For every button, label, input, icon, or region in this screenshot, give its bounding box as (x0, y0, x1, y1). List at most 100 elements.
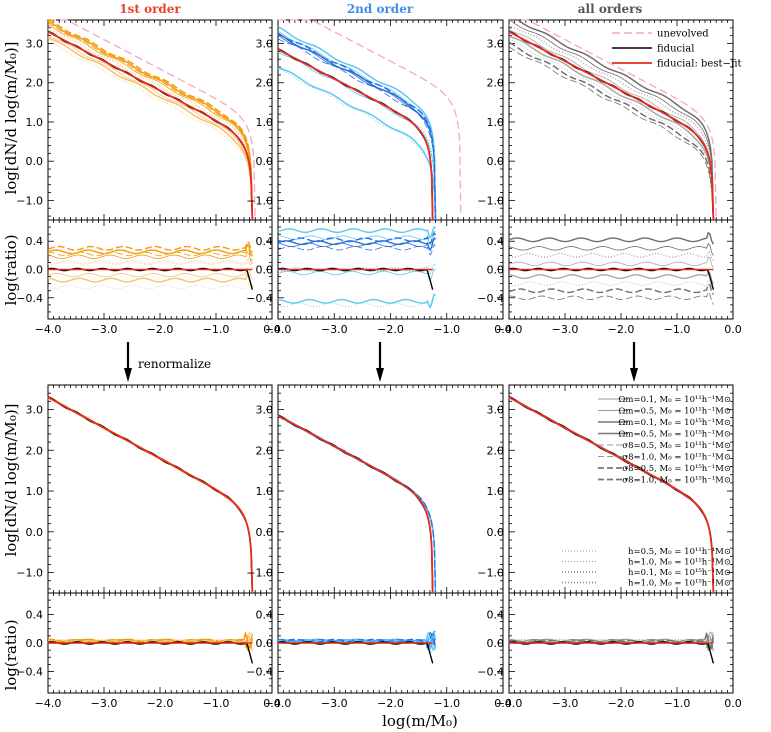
ratio-line (277, 298, 436, 310)
ratio-line (277, 268, 436, 282)
y-tick-label: −1.0 (246, 194, 273, 207)
x-tick-label: 0.0 (724, 323, 742, 336)
panel-frame (277, 19, 504, 221)
y-tick-label: 3.0 (26, 403, 44, 416)
x-tick-label: −2.0 (377, 697, 404, 710)
ratio-line-renorm (277, 633, 437, 651)
variant-line-renorm (277, 414, 437, 594)
y-tick-label: −0.4 (16, 292, 43, 305)
legend-entry: σ8=1.0, M₀ = 10¹¹h⁻¹M⊙ (622, 453, 731, 463)
variant-line (508, 38, 714, 221)
y-tick-label: 0.0 (487, 526, 505, 539)
y-tick-label: 0.0 (487, 155, 505, 168)
ylabel-top-main: log[dN/d log(m/M₀)] (2, 41, 20, 194)
ylabel-bottom-ratio: log(ratio) (2, 619, 20, 690)
x-tick-label: −4.0 (35, 697, 62, 710)
y-tick-label: 3.0 (26, 38, 44, 51)
x-tick-label: −1.0 (203, 323, 230, 336)
ratio-line (508, 291, 714, 305)
y-tick-label: −1.0 (477, 567, 504, 580)
ratio-line (508, 282, 715, 295)
y-tick-label: 0.4 (26, 608, 44, 621)
y-tick-label: 1.0 (26, 485, 44, 498)
variant-line (277, 38, 436, 221)
variant-line (48, 19, 254, 221)
ratio-line (508, 279, 714, 290)
fiducial-line (277, 414, 434, 594)
variant-line (508, 29, 714, 221)
y-tick-label: 0.4 (256, 608, 274, 621)
y-tick-label: 0.0 (487, 637, 505, 650)
y-tick-label: 0.0 (487, 264, 505, 277)
x-tick-label: 0.0 (494, 323, 512, 336)
y-tick-label: 0.0 (256, 637, 274, 650)
y-tick-label: 3.0 (256, 403, 274, 416)
variant-line (47, 22, 253, 221)
x-tick-label: −1.0 (203, 697, 230, 710)
y-tick-label: 1.0 (487, 116, 505, 129)
variant-line-renorm (277, 416, 436, 594)
x-tick-label: −2.0 (608, 323, 635, 336)
xlabel: log(m/M₀) (382, 712, 458, 730)
ratio-line (277, 293, 436, 309)
variant-line-renorm (277, 414, 436, 594)
variant-line (47, 20, 254, 221)
y-tick-label: 1.0 (256, 485, 274, 498)
y-tick-label: −1.0 (477, 194, 504, 207)
x-tick-label: −1.0 (664, 697, 691, 710)
legend-entry: fiducial (657, 44, 694, 55)
ratio-line (508, 231, 715, 245)
ratio-line (508, 256, 714, 269)
fiducial-ratio-line (508, 641, 715, 664)
legend-entry: Ωm=0.5, M₀ = 10¹¹h⁻¹M⊙ (618, 407, 731, 417)
ratio-line (47, 240, 254, 253)
x-tick-label: −4.0 (265, 323, 292, 336)
x-tick-label: −3.0 (552, 323, 579, 336)
x-tick-label: −2.0 (147, 697, 174, 710)
y-tick-label: 3.0 (487, 403, 505, 416)
y-tick-label: 2.0 (26, 444, 44, 457)
x-tick-label: −2.0 (377, 323, 404, 336)
y-tick-label: 2.0 (26, 77, 44, 90)
x-tick-label: 0.0 (494, 697, 512, 710)
fiducial-line (47, 30, 254, 221)
ratio-line-renorm (47, 634, 253, 651)
variant-line-renorm (277, 414, 436, 594)
ratio-line (508, 242, 714, 256)
y-tick-label: 3.0 (256, 38, 274, 51)
y-tick-label: 0.4 (487, 608, 505, 621)
legend-entry: fiducial: best−fit (657, 59, 742, 70)
legend-entry: h=0.5, M₀ = 10¹¹h⁻¹M⊙ (628, 547, 731, 557)
best-fit-line (277, 414, 434, 594)
legend-entry: Ωm=0.5, M₀ = 10¹⁵h⁻¹M⊙ (618, 430, 731, 440)
x-tick-label: −3.0 (552, 697, 579, 710)
y-tick-label: 1.0 (487, 485, 505, 498)
ratio-line (508, 269, 715, 284)
x-tick-label: −4.0 (265, 697, 292, 710)
unevolved-line (48, 19, 256, 221)
variant-line-renorm (47, 397, 254, 594)
y-tick-label: −1.0 (16, 194, 43, 207)
ylabel-bottom-main: log[dN/d log(m/M₀)] (2, 403, 20, 556)
y-tick-label: 0.4 (256, 235, 274, 248)
variant-line-renorm (47, 395, 254, 594)
x-tick-label: −2.0 (147, 323, 174, 336)
variant-line (509, 19, 715, 221)
fiducial-ratio-line (508, 267, 715, 290)
renormalize-arrow-head (630, 368, 638, 382)
x-tick-label: −1.0 (433, 323, 460, 336)
variant-line-renorm (47, 397, 253, 594)
variant-line (47, 37, 254, 221)
y-tick-label: 2.0 (487, 444, 505, 457)
renormalize-arrow-head (124, 368, 132, 382)
variant-line-renorm (277, 415, 437, 594)
y-tick-label: 2.0 (487, 77, 505, 90)
variant-line (277, 26, 437, 221)
legend-entry: σ8=1.0, M₀ = 10¹⁵h⁻¹M⊙ (622, 476, 731, 486)
variant-line (277, 49, 437, 221)
ratio-line (47, 251, 253, 265)
legend-entry: σ8=0.5, M₀ = 10¹¹h⁻¹M⊙ (622, 441, 731, 451)
ratio-line (47, 273, 254, 288)
x-tick-label: −3.0 (91, 697, 118, 710)
